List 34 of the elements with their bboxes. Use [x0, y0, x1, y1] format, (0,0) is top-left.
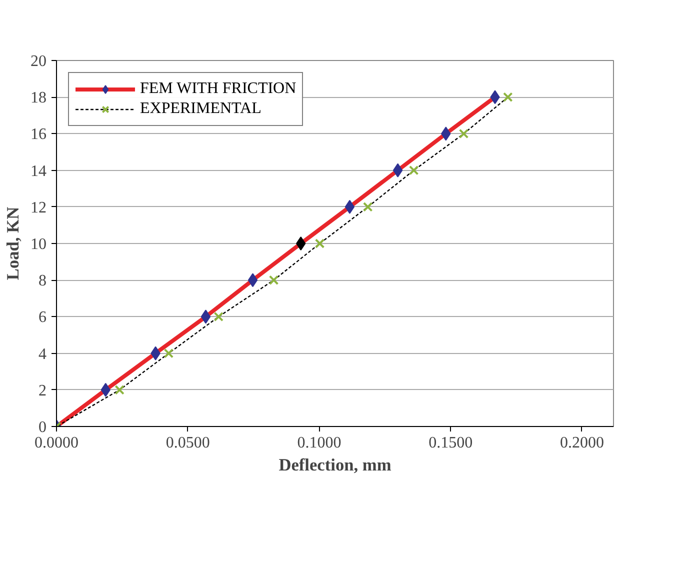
point	[200, 310, 211, 324]
point	[344, 200, 355, 214]
point	[114, 385, 124, 395]
point	[248, 273, 258, 288]
point	[296, 236, 306, 250]
point	[214, 312, 224, 322]
x-tick-label: 0.1500	[428, 434, 473, 452]
x-tick-label: 0.1000	[297, 434, 342, 452]
y-tick-label: 8	[38, 272, 46, 290]
legend-label: EXPERIMENTAL	[140, 100, 262, 118]
y-axis-title: Load, KN	[4, 206, 22, 280]
y-tick-label: 12	[30, 199, 46, 216]
point	[392, 163, 403, 178]
x-tick-label: 0.2000	[560, 434, 604, 452]
y-tick-label: 20	[30, 53, 46, 70]
legend-label: FEM WITH FRICTION	[140, 80, 296, 98]
point	[362, 202, 373, 212]
y-tick-label: 4	[38, 346, 46, 363]
point	[164, 348, 174, 358]
y-tick-label: 14	[30, 162, 46, 180]
point	[268, 275, 279, 285]
y-tick-label: 16	[30, 126, 46, 144]
x-tick-label: 0.0000	[34, 434, 78, 452]
y-tick-label: 18	[30, 90, 46, 107]
x-tick-label: 0.0500	[166, 434, 210, 452]
point	[458, 128, 469, 139]
point	[314, 238, 325, 248]
point	[408, 165, 419, 176]
y-tick-label: 6	[38, 309, 46, 326]
point	[502, 92, 513, 102]
y-tick-label: 2	[38, 382, 46, 400]
x-axis-title: Deflection, mm	[278, 456, 392, 474]
y-tick-label: 0	[38, 419, 46, 436]
y-tick-label: 10	[30, 236, 46, 253]
